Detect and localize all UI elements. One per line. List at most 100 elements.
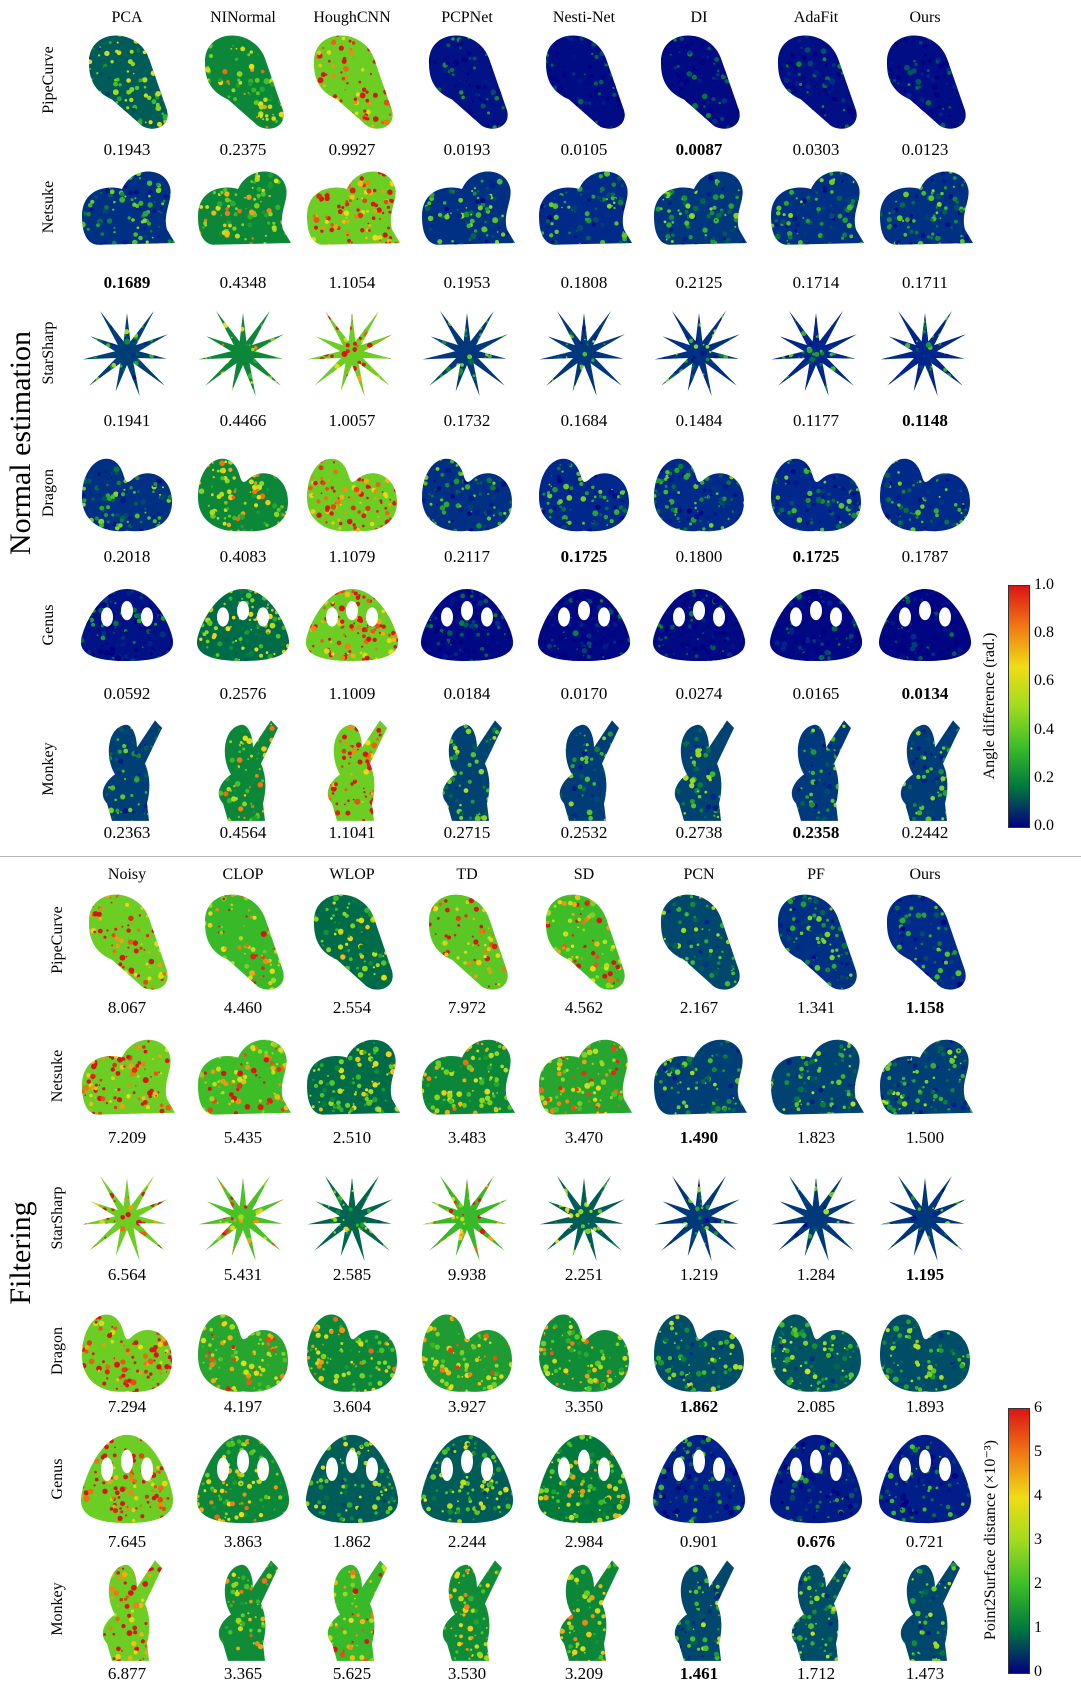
result-thumbnail — [537, 589, 631, 661]
result-thumbnail — [198, 458, 288, 532]
result-thumbnail — [900, 1560, 960, 1661]
section-label-normal: Normal estimation — [4, 330, 37, 556]
error-value: 2.085 — [796, 1397, 836, 1416]
result-thumbnail — [539, 1039, 632, 1115]
error-value: 3.209 — [564, 1664, 604, 1683]
error-value: 0.1177 — [792, 411, 840, 430]
error-value: 0.1148 — [902, 411, 948, 430]
error-value: 0.2442 — [901, 823, 949, 842]
result-thumbnail — [886, 35, 966, 129]
error-value: 2.984 — [564, 1532, 604, 1551]
column-header: PCN — [683, 866, 715, 883]
error-value: 1.1041 — [328, 823, 376, 842]
result-thumbnail — [900, 720, 960, 821]
result-thumbnail — [545, 894, 625, 990]
result-thumbnail — [771, 458, 861, 532]
error-value: 0.0134 — [901, 684, 949, 703]
column-header: PCPNet — [441, 9, 493, 26]
result-thumbnail — [422, 1175, 508, 1262]
result-thumbnail — [307, 310, 393, 397]
result-thumbnail — [771, 1175, 857, 1262]
error-value: 2.167 — [679, 998, 719, 1017]
error-value: 1.862 — [679, 1397, 719, 1416]
result-thumbnail — [82, 1314, 172, 1392]
error-value: 3.350 — [564, 1397, 604, 1416]
error-value: 0.2738 — [675, 823, 723, 842]
error-value: 9.938 — [447, 1265, 487, 1284]
result-thumbnail — [791, 1560, 851, 1661]
error-value: 0.1484 — [675, 411, 723, 430]
result-thumbnail — [539, 1314, 629, 1392]
result-thumbnail — [82, 1039, 175, 1115]
error-value: 0.0303 — [792, 140, 840, 159]
column-header: SD — [573, 866, 595, 883]
result-thumbnail — [654, 1039, 747, 1115]
error-value: 0.2375 — [219, 140, 267, 159]
column-header: Nesti-Net — [552, 9, 616, 26]
result-thumbnail — [80, 1434, 174, 1524]
column-header: PF — [807, 866, 825, 883]
result-thumbnail — [771, 1039, 864, 1115]
error-value: 1.158 — [905, 998, 945, 1017]
colorbar-tick: 0.2 — [1034, 768, 1054, 786]
result-thumbnail — [88, 894, 168, 990]
colorbar-tick: 0.4 — [1034, 720, 1054, 738]
error-value: 0.901 — [679, 1532, 719, 1551]
result-thumbnail — [305, 1434, 399, 1524]
result-thumbnail — [428, 35, 508, 129]
result-thumbnail — [771, 310, 857, 397]
error-value: 1.0057 — [328, 411, 376, 430]
colorbar — [1008, 585, 1030, 828]
colorbar-tick: 0.0 — [1034, 817, 1054, 834]
section-label-filtering: Filtering — [4, 1201, 37, 1305]
error-value: 0.0165 — [792, 684, 840, 703]
result-thumbnail — [539, 458, 629, 532]
result-thumbnail — [88, 35, 168, 129]
error-value: 0.1808 — [560, 273, 608, 292]
error-value: 0.1714 — [792, 273, 840, 292]
row-label: PipeCurve — [49, 906, 66, 974]
result-thumbnail — [545, 35, 625, 129]
error-value: 6.877 — [107, 1664, 147, 1683]
result-thumbnail — [769, 1434, 863, 1524]
section-divider — [0, 856, 1081, 857]
result-thumbnail — [80, 589, 174, 661]
result-thumbnail — [654, 1175, 740, 1262]
colorbar-tick: 0.6 — [1034, 672, 1054, 690]
error-value: 8.067 — [107, 998, 147, 1017]
result-thumbnail — [422, 1314, 512, 1392]
result-thumbnail — [422, 171, 515, 245]
error-value: 3.470 — [564, 1128, 604, 1147]
result-thumbnail — [305, 589, 399, 661]
colorbar-tick: 4 — [1034, 1487, 1042, 1504]
result-thumbnail — [880, 1314, 970, 1392]
row-label: StarSharp — [40, 321, 57, 385]
result-thumbnail — [880, 310, 966, 397]
result-thumbnail — [880, 171, 973, 245]
error-value: 0.0087 — [675, 140, 723, 159]
row-label: Monkey — [49, 1582, 66, 1636]
error-value: 0.1941 — [103, 411, 151, 430]
error-value: 1.473 — [905, 1664, 945, 1683]
result-thumbnail — [204, 894, 284, 990]
result-thumbnail — [654, 458, 744, 532]
column-header: PCA — [111, 9, 143, 26]
error-value: 3.365 — [223, 1664, 263, 1683]
colorbar-title: Angle difference (rad.) — [981, 632, 998, 779]
result-thumbnail — [422, 1039, 515, 1115]
error-value: 4.562 — [564, 998, 604, 1017]
error-value: 0.4564 — [219, 823, 267, 842]
column-header: CLOP — [222, 866, 264, 883]
result-thumbnail — [420, 1434, 514, 1524]
result-thumbnail — [196, 1434, 290, 1524]
error-value: 0.0123 — [901, 140, 949, 159]
colorbar-title: Point2Surface distance (×10⁻³) — [982, 1440, 999, 1640]
row-label: Genus — [49, 1458, 66, 1500]
error-value: 0.9927 — [328, 140, 376, 159]
error-value: 0.4083 — [219, 547, 267, 566]
error-value: 0.1725 — [560, 547, 608, 566]
result-thumbnail — [102, 1560, 162, 1661]
error-value: 0.0184 — [443, 684, 491, 703]
result-thumbnail — [539, 171, 632, 245]
result-thumbnail — [791, 720, 851, 821]
